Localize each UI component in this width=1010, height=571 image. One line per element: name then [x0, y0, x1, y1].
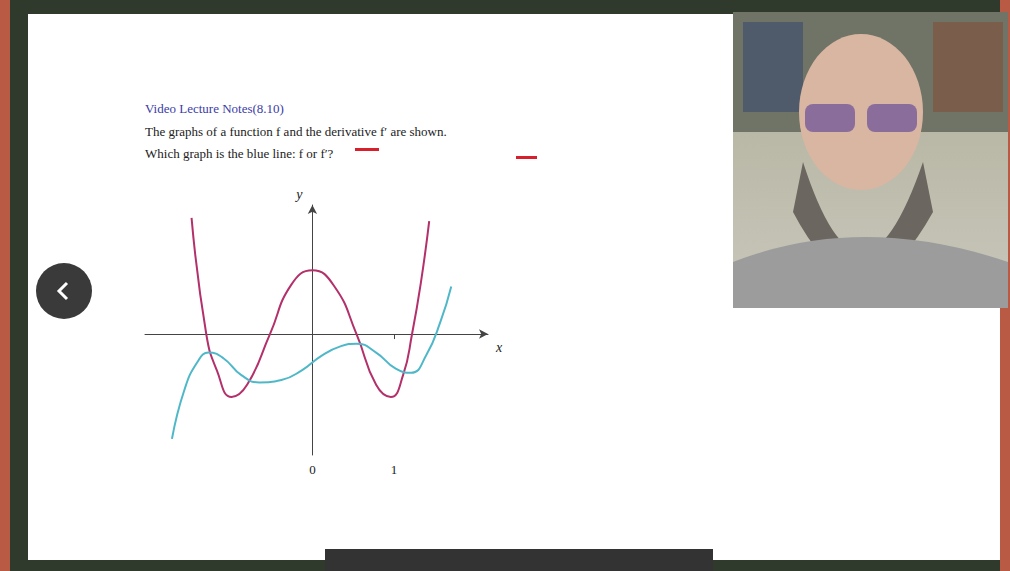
html-text:The graphs of a function f and: The graphs of a function f and the deriv… [145, 124, 447, 139]
html-text:Video Lecture Notes(8.10): Video Lecture Notes(8.10) [145, 101, 284, 116]
svg-text:0: 0 [309, 462, 316, 477]
svg-text:x: x [495, 340, 503, 355]
svg-text:y: y [294, 187, 303, 202]
html-text:Which graph is the blue line:: Which graph is the blue line: f or f′? [145, 146, 334, 161]
svg-text:1: 1 [391, 462, 398, 477]
